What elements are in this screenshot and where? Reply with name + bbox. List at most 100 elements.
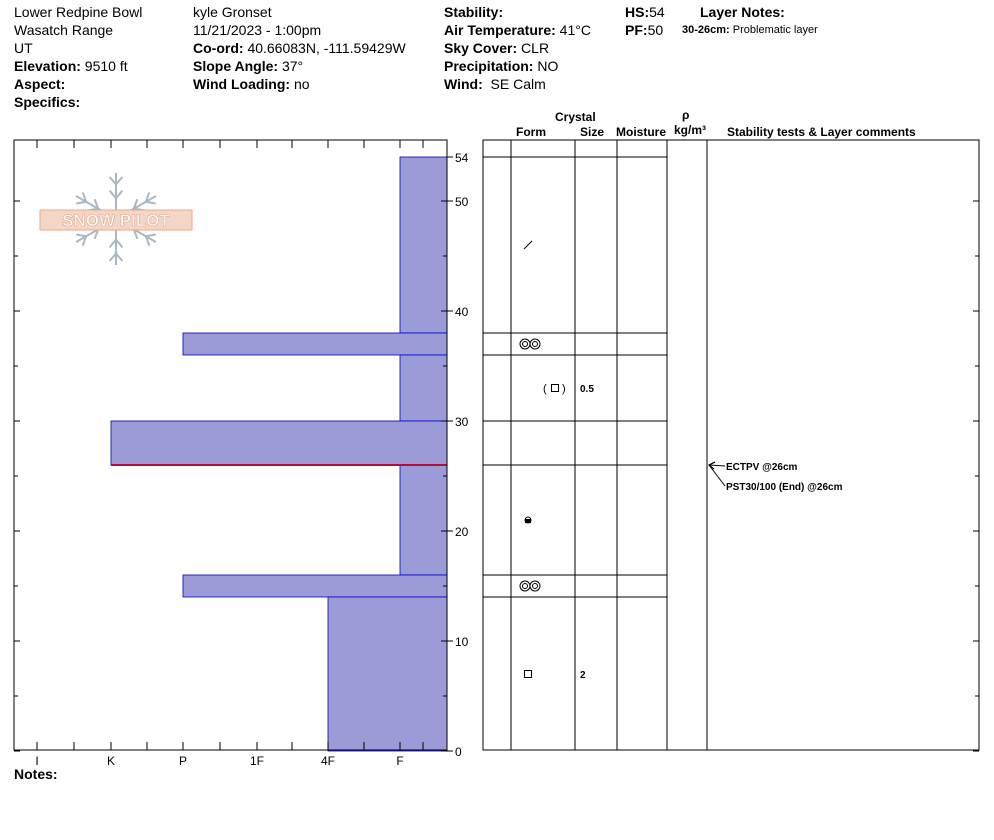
melt-form-icon xyxy=(519,580,531,592)
snowflake-branch xyxy=(108,252,117,262)
melt-form-icon xyxy=(532,341,538,347)
melt-freeze-crust-icon xyxy=(525,519,531,523)
wind-row: Wind: SE Calm xyxy=(444,76,546,92)
layer-note-text: Problematic layer xyxy=(732,24,818,36)
hardness-bar xyxy=(182,574,448,598)
snowflake-branch xyxy=(93,229,100,240)
melt-form-icon xyxy=(529,338,541,350)
melt-form-icon xyxy=(522,341,528,347)
elevation-row: Elevation: 9510 ft xyxy=(14,58,128,74)
aspect-label: Aspect: xyxy=(14,76,66,92)
snowflake-branch xyxy=(132,229,139,240)
sky-cover-row: Sky Cover: CLR xyxy=(444,40,549,56)
wind-loading-value: no xyxy=(293,76,310,92)
density-rho-header: ρ xyxy=(682,108,690,122)
snowpilot-logo: SNOW PILOT xyxy=(39,173,193,265)
snowflake-branch xyxy=(115,176,124,186)
snowflake-branch xyxy=(108,176,117,186)
hardness-bar xyxy=(399,156,448,334)
slope-value: 37° xyxy=(281,58,304,74)
observation-datetime: 11/21/2023 - 1:00pm xyxy=(193,22,322,38)
pf-label: PF: xyxy=(625,22,648,38)
y-tick-label: 40 xyxy=(455,305,469,319)
snowflake-branch xyxy=(144,192,151,203)
stability-test-label: ECTPV @26cm xyxy=(726,462,798,473)
sky-cover-value: CLR xyxy=(521,40,550,56)
snowflake-branch xyxy=(108,190,117,199)
hardness-plot-frame xyxy=(13,139,448,751)
size-header: Size xyxy=(580,125,605,139)
precipitation-particle-icon xyxy=(523,240,533,250)
paren-open: ( xyxy=(543,383,547,395)
hardness-bar xyxy=(110,420,448,466)
crystal-size: 0.5 xyxy=(580,384,594,395)
hardness-bar xyxy=(399,354,448,422)
crystal-header: Crystal xyxy=(555,110,596,124)
mountain-range: Wasatch Range xyxy=(14,22,114,38)
coord-label: Co-ord: xyxy=(193,40,244,56)
hs-value: 54 xyxy=(649,4,665,20)
snowflake-branch xyxy=(132,198,139,209)
specifics-label: Specifics: xyxy=(14,94,81,110)
observer: kyle Gronset xyxy=(193,4,272,20)
location-name: Lower Redpine Bowl xyxy=(14,4,143,20)
y-tick-label: 50 xyxy=(455,195,469,209)
stability-comments-header: Stability tests & Layer comments xyxy=(727,125,916,139)
snowflake-branch xyxy=(108,239,117,248)
layer-note-depth: 30-26cm: xyxy=(682,24,730,36)
precipitation-value: NO xyxy=(537,58,559,74)
melt-form-icon xyxy=(529,580,541,592)
hardness-tick-label: P xyxy=(179,754,187,768)
snowflake-branch xyxy=(76,233,87,238)
test-arrowhead xyxy=(708,461,716,470)
y-tick-label: 10 xyxy=(455,635,469,649)
pf-value: 50 xyxy=(647,22,664,38)
snowflake-branch xyxy=(93,198,100,209)
snowflake-branch xyxy=(76,200,87,205)
faceted-crystal-icon xyxy=(551,384,559,392)
y-tick-label: 54 xyxy=(455,151,469,165)
layer-note: 30-26cm: Problematic layer xyxy=(682,24,818,36)
moisture-header: Moisture xyxy=(616,125,667,139)
melt-form-icon xyxy=(532,583,538,589)
crystal-size: 2 xyxy=(580,670,586,681)
test-pointer-line xyxy=(708,464,726,467)
layer-notes-label: Layer Notes: xyxy=(700,4,785,20)
y-tick-label: 0 xyxy=(455,745,462,759)
snowflake-branch xyxy=(115,239,124,248)
slope-row: Slope Angle: 37° xyxy=(193,58,303,74)
hardness-tick-label: 4F xyxy=(321,754,335,768)
hardness-bar xyxy=(182,332,448,356)
slope-label: Slope Angle: xyxy=(193,58,279,74)
hs-label: HS: xyxy=(625,4,650,20)
wind-label: Wind: xyxy=(444,76,483,92)
snowflake-branch xyxy=(115,190,124,199)
notes-label: Notes: xyxy=(14,766,58,782)
faceted-crystal-icon xyxy=(524,670,532,678)
precipitation-label: Precipitation: xyxy=(444,58,534,74)
layer-table-frame xyxy=(482,139,980,751)
elevation-label: Elevation: xyxy=(14,58,81,74)
hardness-tick-label: I xyxy=(35,754,38,768)
wind-value: SE Calm xyxy=(490,76,546,92)
sky-cover-label: Sky Cover: xyxy=(444,40,518,56)
hardness-tick-label: 1F xyxy=(250,754,264,768)
hardness-tick-label: K xyxy=(107,754,115,768)
stability-label: Stability: xyxy=(444,4,504,20)
snowflake-branch xyxy=(145,200,156,205)
precipitation-row: Precipitation: NO xyxy=(444,58,558,74)
hardness-bar xyxy=(399,464,448,576)
snowflake-branch xyxy=(81,235,88,246)
snowflake-branch xyxy=(144,235,151,246)
coord-value: 40.66083N, -111.59429W xyxy=(247,40,406,56)
snowflake-branch xyxy=(145,233,156,238)
form-header: Form xyxy=(516,125,546,139)
air-temp-label: Air Temperature: xyxy=(444,22,556,38)
melt-form-icon xyxy=(522,583,528,589)
air-temp-value: 41°C xyxy=(559,22,591,38)
coord-row: Co-ord: 40.66083N, -111.59429W xyxy=(193,40,406,56)
state: UT xyxy=(14,40,33,56)
melt-form-icon xyxy=(519,338,531,350)
snowflake-branch xyxy=(115,252,124,262)
hardness-tick-label: F xyxy=(396,754,403,768)
